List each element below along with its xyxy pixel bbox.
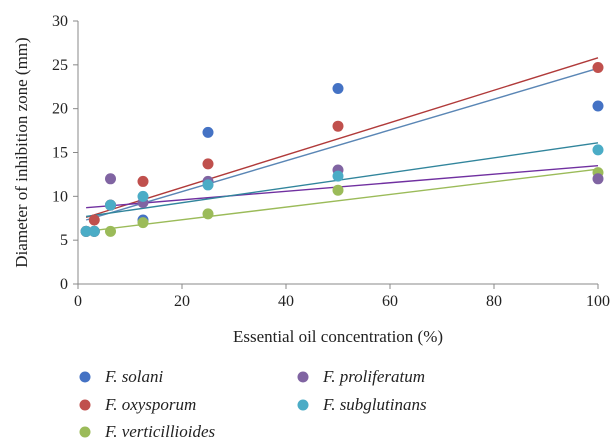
data-point-series-4 <box>80 225 92 237</box>
trendline-series-2 <box>86 168 599 233</box>
x-tick-label: 80 <box>486 293 502 310</box>
y-tick-label: 30 <box>52 13 68 30</box>
data-point-series-4 <box>137 190 149 202</box>
legend-marker <box>79 399 91 411</box>
trendline-series-1 <box>85 57 599 219</box>
ticks: 0 20 40 60 80 100 0 5 10 15 20 25 30 <box>52 13 610 310</box>
data-point-series-1 <box>137 175 149 187</box>
data-point-series-2 <box>202 208 214 220</box>
legend-label: F. solani <box>104 367 164 386</box>
legend-marker <box>297 371 309 383</box>
legend-marker <box>297 399 309 411</box>
x-tick-label: 0 <box>74 293 82 310</box>
y-tick-label: 15 <box>52 145 68 162</box>
data-point-series-2 <box>137 217 149 229</box>
y-axis-title: Diameter of inhibition zone (mm) <box>12 37 31 267</box>
y-tick-label: 10 <box>52 188 68 205</box>
data-point-series-0 <box>332 83 344 95</box>
trendlines <box>85 57 599 233</box>
axes <box>77 21 598 285</box>
x-tick-label: 100 <box>586 293 610 310</box>
data-point-series-4 <box>88 225 100 237</box>
legend-marker <box>79 426 91 438</box>
data-point-series-1 <box>592 61 604 73</box>
data-point-series-2 <box>105 225 116 237</box>
y-tick-label: 25 <box>52 57 68 74</box>
data-point-series-1 <box>332 120 344 132</box>
data-point-series-0 <box>592 100 604 112</box>
x-tick-label: 40 <box>278 293 294 310</box>
x-tick-label: 60 <box>382 293 398 310</box>
legend-marker <box>79 371 91 383</box>
legend-label: F. oxysporum <box>104 395 196 414</box>
trendline-series-0 <box>85 67 599 221</box>
data-point-series-4 <box>332 170 344 182</box>
data-point-series-3 <box>592 173 604 185</box>
data-point-series-4 <box>202 179 214 191</box>
y-tick-label: 20 <box>52 101 68 118</box>
legend: F. solani F. oxysporum F. verticillioides F… <box>79 367 427 441</box>
data-point-series-2 <box>332 184 344 196</box>
legend-label: F. verticillioides <box>104 422 216 441</box>
data-point-series-3 <box>105 173 116 185</box>
data-point-series-1 <box>202 158 214 170</box>
data-point-series-1 <box>88 214 100 226</box>
data-point-series-0 <box>202 126 214 138</box>
legend-label: F. subglutinans <box>322 395 427 414</box>
x-axis-title: Essential oil concentration (%) <box>233 327 443 346</box>
y-tick-label: 0 <box>60 276 68 293</box>
data-point-series-4 <box>105 199 116 211</box>
x-tick-label: 20 <box>174 293 190 310</box>
data-point-series-4 <box>592 144 604 156</box>
data-points <box>80 61 604 237</box>
y-tick-label: 5 <box>60 232 68 249</box>
legend-label: F. proliferatum <box>322 367 425 386</box>
